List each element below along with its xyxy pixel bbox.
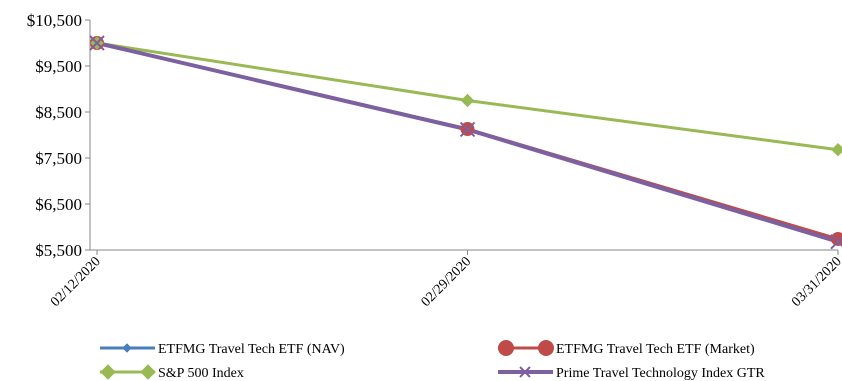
y-tick-label: $7,500 (35, 149, 82, 168)
chart-legend: ETFMG Travel Tech ETF (NAV) ETFMG Travel … (100, 340, 765, 381)
series-lines (96, 41, 839, 244)
data-point-diamond (831, 143, 842, 157)
x-tick-label: 02/29/2020 (419, 254, 475, 310)
data-point-x (89, 35, 105, 51)
legend-item: S&P 500 Index (100, 364, 244, 381)
legend-label: Prime Travel Technology Index GTR (556, 366, 765, 381)
legend-item: Prime Travel Technology Index GTR (498, 366, 765, 381)
data-point-diamond (100, 364, 116, 380)
legend-label: ETFMG Travel Tech ETF (NAV) (158, 342, 345, 357)
y-tick-label: $6,500 (35, 195, 82, 214)
data-point-diamond (122, 343, 132, 353)
legend-item: ETFMG Travel Tech ETF (Market) (498, 340, 755, 357)
series-line (96, 41, 839, 244)
series-markers (89, 35, 842, 250)
data-point-circle (538, 340, 554, 356)
y-tick-label: $8,500 (35, 103, 82, 122)
legend-item: ETFMG Travel Tech ETF (NAV) (100, 342, 345, 357)
data-point-diamond (460, 93, 475, 108)
x-axis-ticks: 02/12/2020 02/29/2020 03/31/2020 (48, 250, 842, 310)
y-tick-label: $9,500 (35, 57, 82, 76)
y-tick-label: $5,500 (35, 241, 82, 260)
y-tick-label: $10,500 (27, 11, 82, 30)
data-point-x (459, 121, 476, 138)
y-axis-ticks: $5,500 $6,500 $7,500 $8,500 $9,500 $10,500 (27, 11, 90, 260)
legend-label: ETFMG Travel Tech ETF (Market) (556, 342, 755, 357)
data-point-diamond (140, 364, 156, 380)
data-point-x (830, 234, 842, 250)
x-tick-label: 02/12/2020 (48, 254, 104, 310)
legend-label: S&P 500 Index (158, 366, 244, 381)
data-point-x (519, 366, 531, 378)
x-tick-label: 03/31/2020 (789, 254, 842, 310)
data-point-circle (498, 340, 514, 356)
chart-axes (89, 20, 838, 251)
